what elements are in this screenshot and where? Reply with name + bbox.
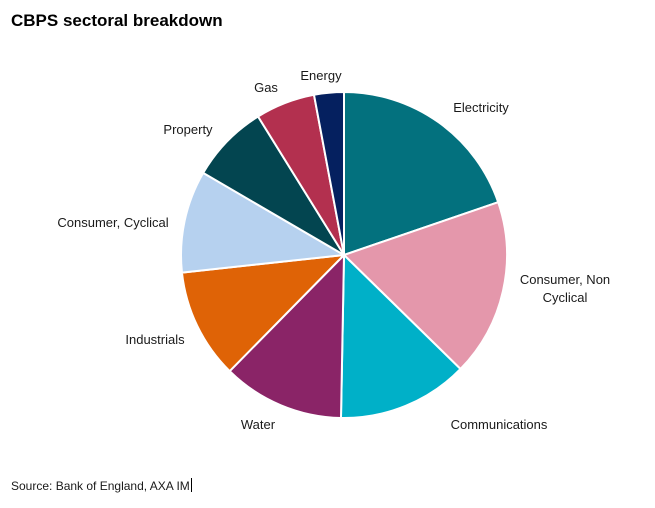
- source-note: Source: Bank of England, AXA IM: [11, 478, 192, 493]
- pie-slice-industrials: [180, 254, 345, 373]
- source-text: Source: Bank of England, AXA IM: [11, 479, 190, 493]
- pie-slice-energy: [312, 91, 345, 256]
- pie-slice-water: [228, 254, 345, 419]
- text-cursor: [190, 478, 192, 492]
- slice-label-consumer-non-cyclical: Consumer, Non Cyclical: [520, 272, 610, 305]
- pie-slice-consumer-cyclical: [180, 171, 345, 274]
- slice-labels: Electricity Consumer, Non Cyclical Communic…: [57, 68, 610, 432]
- slice-label-communications: Communications: [451, 417, 548, 432]
- slice-label-energy: Energy: [300, 68, 342, 83]
- slice-label-gas: Gas: [254, 80, 278, 95]
- pie-slice-electricity: [343, 91, 500, 256]
- chart-title: CBPS sectoral breakdown: [11, 11, 223, 30]
- slice-label-water: Water: [241, 417, 276, 432]
- pie-slice-consumer-non-cyclical: [343, 201, 508, 371]
- pie-slices: [180, 91, 508, 419]
- slice-label-industrials: Industrials: [125, 332, 185, 347]
- pie-slice-communications: [339, 254, 462, 419]
- slice-label-property: Property: [163, 122, 213, 137]
- slice-label-electricity: Electricity: [453, 100, 509, 115]
- slice-label-consumer-cyclical: Consumer, Cyclical: [57, 215, 168, 230]
